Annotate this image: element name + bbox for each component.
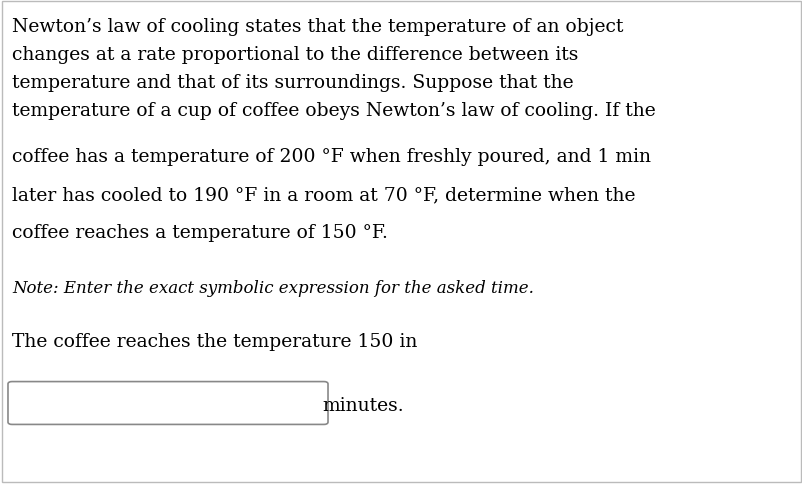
Text: later has cooled to 190 °F in a room at 70 °F, determine when the: later has cooled to 190 °F in a room at … [12, 186, 634, 204]
Text: coffee reaches a temperature of 150 °F.: coffee reaches a temperature of 150 °F. [12, 224, 387, 242]
Text: Newton’s law of cooling states that the temperature of an object: Newton’s law of cooling states that the … [12, 18, 622, 36]
Text: temperature of a cup of coffee obeys Newton’s law of cooling. If the: temperature of a cup of coffee obeys New… [12, 102, 655, 120]
Text: minutes.: minutes. [322, 396, 403, 414]
Text: temperature and that of its surroundings. Suppose that the: temperature and that of its surroundings… [12, 74, 573, 92]
Text: Note: Enter the exact symbolic expression for the asked time.: Note: Enter the exact symbolic expressio… [12, 279, 533, 296]
FancyBboxPatch shape [8, 382, 327, 424]
Text: The coffee reaches the temperature 150 in: The coffee reaches the temperature 150 i… [12, 333, 417, 350]
Text: coffee has a temperature of 200 °F when freshly poured, and 1 min: coffee has a temperature of 200 °F when … [12, 148, 650, 166]
Text: changes at a rate proportional to the difference between its: changes at a rate proportional to the di… [12, 46, 577, 64]
